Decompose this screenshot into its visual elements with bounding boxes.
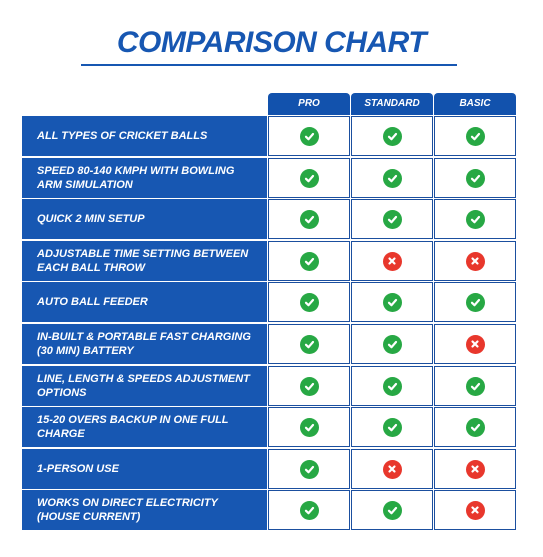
cross-icon xyxy=(382,251,402,271)
cross-icon xyxy=(465,459,485,479)
table-cell-basic xyxy=(434,241,516,281)
table-cell-basic xyxy=(434,366,516,406)
table-cell-pro xyxy=(268,366,350,406)
table-cell-standard xyxy=(351,282,433,322)
checkmark-icon xyxy=(382,126,402,146)
table-cell-basic xyxy=(434,490,516,530)
table-cell-pro xyxy=(268,116,350,156)
feature-label: ALL TYPES OF CRICKET BALLS xyxy=(22,116,267,156)
checkmark-icon xyxy=(382,168,402,188)
table-cell-pro xyxy=(268,241,350,281)
column-header-pro: PRO xyxy=(268,93,350,115)
table-cell-basic xyxy=(434,282,516,322)
table-cell-basic xyxy=(434,199,516,239)
checkmark-icon xyxy=(299,168,319,188)
feature-label: WORKS ON DIRECT ELECTRICITY (HOUSE CURRE… xyxy=(22,490,267,530)
checkmark-icon xyxy=(465,126,485,146)
table-cell-standard xyxy=(351,324,433,364)
table-cell-standard xyxy=(351,199,433,239)
table-cell-pro xyxy=(268,158,350,198)
cross-icon xyxy=(465,251,485,271)
cross-icon xyxy=(465,334,485,354)
feature-label: QUICK 2 MIN SETUP xyxy=(22,199,267,239)
feature-label: 15-20 OVERS BACKUP IN ONE FULL CHARGE xyxy=(22,407,267,447)
table-cell-standard xyxy=(351,366,433,406)
table-cell-pro xyxy=(268,282,350,322)
table-cell-standard xyxy=(351,407,433,447)
feature-label: LINE, LENGTH & SPEEDS ADJUSTMENT OPTIONS xyxy=(22,366,267,406)
title-underline xyxy=(81,64,457,66)
table-cell-standard xyxy=(351,241,433,281)
checkmark-icon xyxy=(465,209,485,229)
column-header-basic: BASIC xyxy=(434,93,516,115)
checkmark-icon xyxy=(299,376,319,396)
feature-label: 1-PERSON USE xyxy=(22,449,267,489)
cross-icon xyxy=(465,500,485,520)
table-cell-standard xyxy=(351,490,433,530)
checkmark-icon xyxy=(465,168,485,188)
table-cell-basic xyxy=(434,158,516,198)
feature-label: AUTO BALL FEEDER xyxy=(22,282,267,322)
table-cell-pro xyxy=(268,449,350,489)
checkmark-icon xyxy=(382,417,402,437)
table-cell-pro xyxy=(268,490,350,530)
checkmark-icon xyxy=(299,417,319,437)
feature-label: IN-BUILT & PORTABLE FAST CHARGING (30 MI… xyxy=(22,324,267,364)
checkmark-icon xyxy=(382,500,402,520)
checkmark-icon xyxy=(465,376,485,396)
table-cell-pro xyxy=(268,324,350,364)
column-header-standard: STANDARD xyxy=(351,93,433,115)
table-cell-pro xyxy=(268,199,350,239)
feature-label: ADJUSTABLE TIME SETTING BETWEEN EACH BAL… xyxy=(22,241,267,281)
checkmark-icon xyxy=(299,209,319,229)
checkmark-icon xyxy=(299,126,319,146)
table-cell-basic xyxy=(434,407,516,447)
checkmark-icon xyxy=(299,292,319,312)
checkmark-icon xyxy=(382,376,402,396)
table-cell-standard xyxy=(351,116,433,156)
checkmark-icon xyxy=(299,251,319,271)
table-cell-basic xyxy=(434,449,516,489)
checkmark-icon xyxy=(382,334,402,354)
checkmark-icon xyxy=(299,500,319,520)
table-cell-pro xyxy=(268,407,350,447)
checkmark-icon xyxy=(465,292,485,312)
table-cell-standard xyxy=(351,449,433,489)
table-cell-basic xyxy=(434,116,516,156)
checkmark-icon xyxy=(382,292,402,312)
table-cell-standard xyxy=(351,158,433,198)
feature-label: SPEED 80-140 KMPH WITH BOWLING ARM SIMUL… xyxy=(22,158,267,198)
page-title: COMPARISON CHART xyxy=(116,26,427,59)
checkmark-icon xyxy=(465,417,485,437)
table-cell-basic xyxy=(434,324,516,364)
checkmark-icon xyxy=(299,334,319,354)
checkmark-icon xyxy=(382,209,402,229)
cross-icon xyxy=(382,459,402,479)
checkmark-icon xyxy=(299,459,319,479)
